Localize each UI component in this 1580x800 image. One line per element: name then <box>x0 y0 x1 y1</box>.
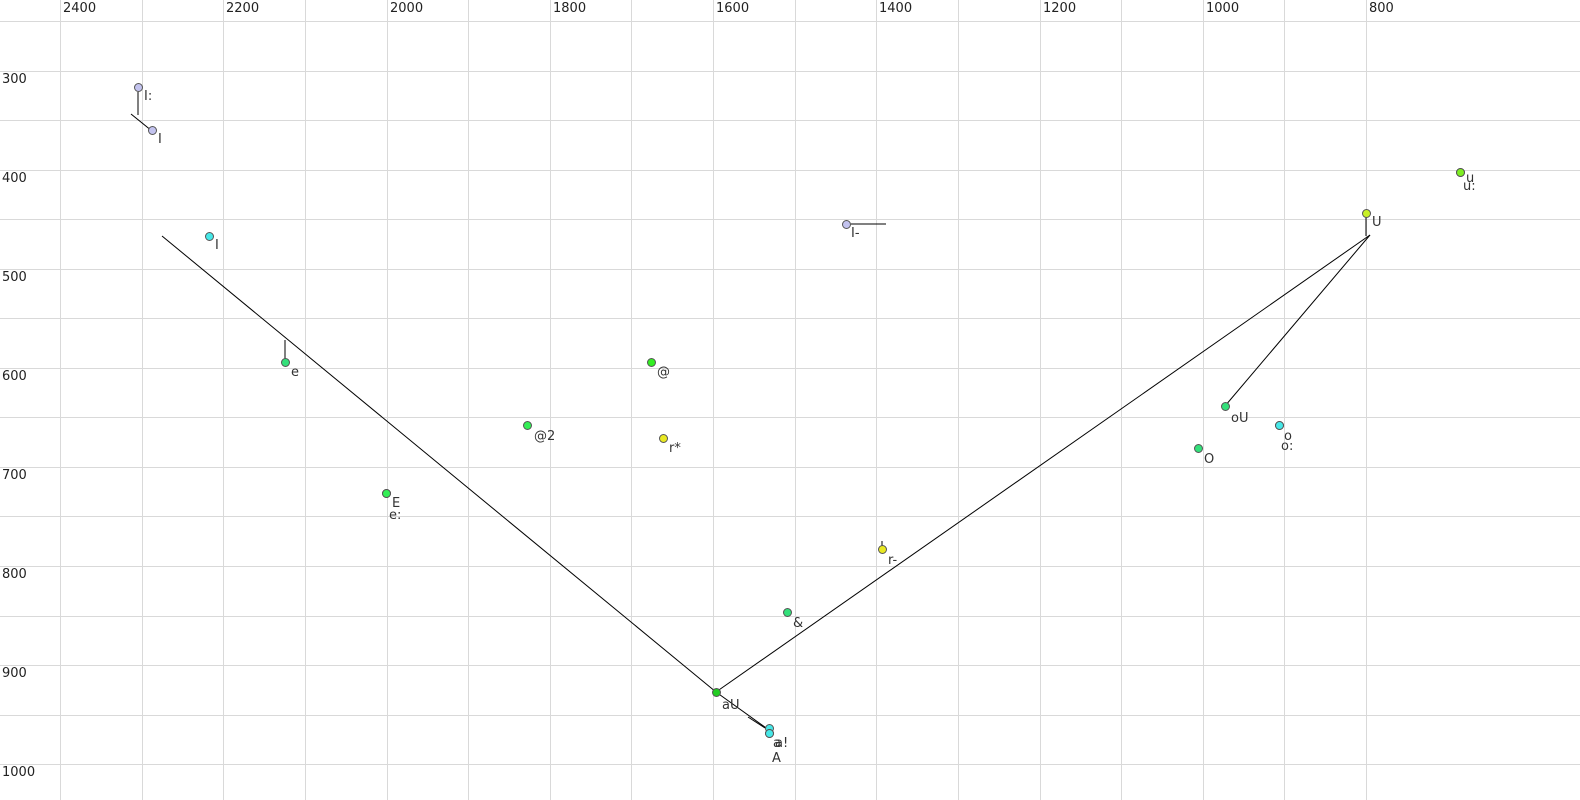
x-tick-label: 1200 <box>1043 1 1077 16</box>
x-tick-label: 800 <box>1369 1 1394 16</box>
vowel-marker[interactable] <box>841 219 851 229</box>
y-tick-label: 1000 <box>2 765 36 780</box>
x-tick-label: 2400 <box>63 1 97 16</box>
x-tick-label: 2200 <box>226 1 260 16</box>
vowel-marker[interactable] <box>133 82 143 92</box>
x-tick-label: 1400 <box>879 1 913 16</box>
gridline-horizontal <box>0 467 1580 468</box>
vowel-label: O <box>1204 452 1215 467</box>
y-tick-label: 600 <box>2 369 27 384</box>
connector-line <box>715 234 1371 693</box>
vowel-marker[interactable] <box>782 607 792 617</box>
gridline-horizontal <box>0 417 1580 418</box>
gridline-horizontal <box>0 715 1580 716</box>
gridline-horizontal <box>0 368 1580 369</box>
vowel-label: I- <box>851 226 860 241</box>
gridline-horizontal <box>0 566 1580 567</box>
vowel-label: I: <box>144 89 153 104</box>
y-tick-label: 700 <box>2 468 27 483</box>
vowel-label: o <box>1284 429 1292 444</box>
vowel-marker[interactable] <box>1455 167 1465 177</box>
connector-line <box>1224 234 1371 407</box>
vowel-label: a! <box>775 736 789 751</box>
vowel-marker[interactable] <box>1220 401 1230 411</box>
vowel-label: E <box>392 496 401 511</box>
gridline-horizontal <box>0 516 1580 517</box>
vowel-label: u <box>1466 171 1475 186</box>
vowel-label: @2 <box>534 429 556 444</box>
vowel-marker[interactable] <box>147 125 157 135</box>
vowel-label: @ <box>657 365 670 380</box>
gridline-horizontal <box>0 318 1580 319</box>
vowel-label: r* <box>669 441 681 456</box>
gridline-horizontal <box>0 71 1580 72</box>
gridline-horizontal <box>0 120 1580 121</box>
vowel-label: & <box>793 616 804 631</box>
gridline-horizontal <box>0 764 1580 765</box>
vowel-marker[interactable] <box>764 728 774 738</box>
x-tick-label: 1800 <box>553 1 587 16</box>
y-tick-label: 300 <box>2 72 27 87</box>
gridline-horizontal <box>0 170 1580 171</box>
vowel-label: oU <box>1231 411 1249 426</box>
y-tick-label: 400 <box>2 171 27 186</box>
vowel-label: I <box>158 132 162 147</box>
gridline-horizontal <box>0 21 1580 22</box>
vowel-marker[interactable] <box>381 488 391 498</box>
vowel-label: e: <box>389 508 402 523</box>
connector-line <box>161 235 717 693</box>
vowel-marker[interactable] <box>280 357 290 367</box>
gridline-vertical <box>60 0 61 800</box>
vowel-label: I <box>215 238 219 253</box>
connector-line <box>747 716 766 729</box>
x-tick-label: 1000 <box>1206 1 1240 16</box>
vowel-label: A <box>772 751 781 766</box>
y-tick-label: 900 <box>2 666 27 681</box>
vowel-marker[interactable] <box>711 687 721 697</box>
y-tick-label: 500 <box>2 270 27 285</box>
vowel-marker[interactable] <box>522 420 532 430</box>
x-tick-label: 1600 <box>716 1 750 16</box>
vowel-label: a <box>773 736 781 751</box>
gridline-horizontal <box>0 665 1580 666</box>
vowel-marker[interactable] <box>1361 208 1371 218</box>
vowel-label: U <box>1372 215 1382 230</box>
vowel-label: o: <box>1281 439 1294 454</box>
vowel-label: e <box>291 365 299 380</box>
vowel-label: aU <box>722 698 740 713</box>
y-tick-label: 800 <box>2 567 27 582</box>
vowel-marker[interactable] <box>204 231 214 241</box>
gridline-horizontal <box>0 269 1580 270</box>
vowel-marker[interactable] <box>646 357 656 367</box>
vowel-label: u: <box>1463 179 1476 194</box>
vowel-marker[interactable] <box>877 544 887 554</box>
vowel-marker[interactable] <box>1274 420 1284 430</box>
vowel-marker[interactable] <box>658 433 668 443</box>
gridline-vertical <box>142 0 143 800</box>
vowel-label: r- <box>888 553 898 568</box>
vowel-marker[interactable] <box>1193 443 1203 453</box>
x-tick-label: 2000 <box>390 1 424 16</box>
gridline-horizontal <box>0 219 1580 220</box>
